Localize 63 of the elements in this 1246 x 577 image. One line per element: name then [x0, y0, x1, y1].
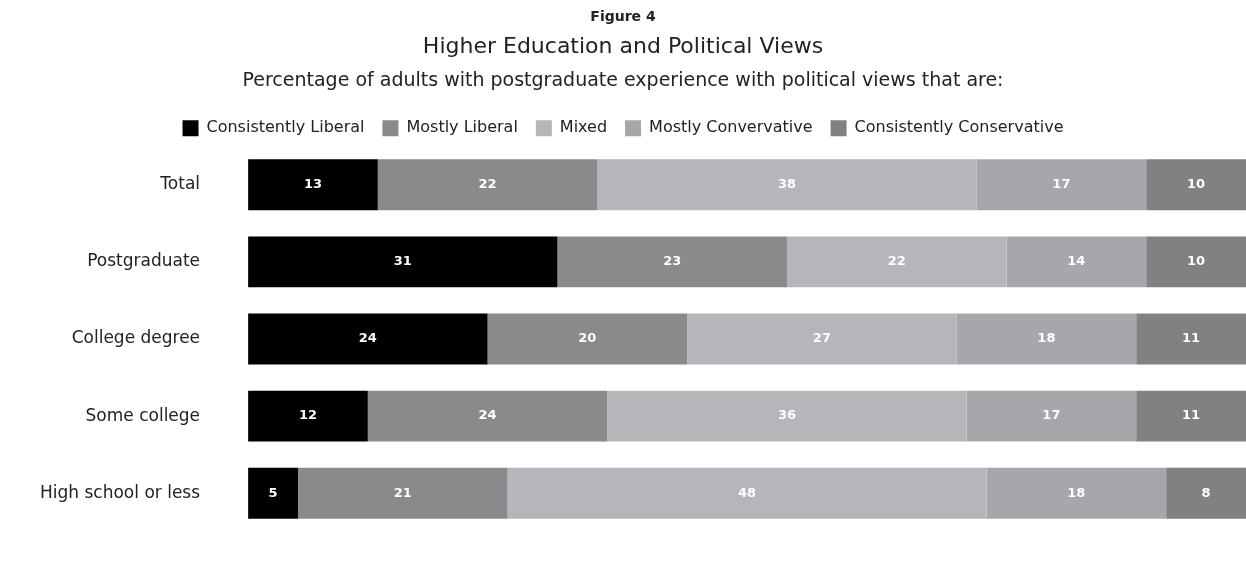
data-label: 5: [268, 484, 278, 500]
bar: [956, 313, 1137, 365]
data-label: 22: [478, 176, 497, 192]
bar: [786, 236, 1007, 288]
legend-label: Mixed: [559, 117, 608, 137]
bar: [377, 159, 598, 211]
data-label: 17: [1042, 407, 1061, 423]
bar: [248, 390, 368, 442]
bar: [248, 313, 488, 365]
data-label: 18: [1067, 484, 1086, 500]
bar: [248, 467, 298, 519]
data-label: 8: [1201, 484, 1211, 500]
data-label: 20: [578, 330, 597, 346]
bar: [1136, 390, 1246, 442]
data-label: 21: [393, 484, 412, 500]
data-label: 22: [887, 253, 906, 269]
bar: [557, 236, 787, 288]
bar: [966, 390, 1137, 442]
data-label: 36: [777, 407, 796, 423]
bar: [367, 390, 608, 442]
data-label: 24: [358, 330, 377, 346]
y-tick-label: Postgraduate: [87, 250, 201, 271]
caption: Figure 4: [589, 7, 657, 26]
bar: [1006, 236, 1147, 288]
y-tick-label: Some college: [85, 404, 201, 425]
data-label: 13: [303, 176, 322, 192]
chart-subtitle: Percentage of adults with postgraduate experience with political views that are:: [241, 67, 1005, 92]
legend-label: Mostly Liberal: [406, 117, 518, 137]
data-label: 17: [1052, 176, 1071, 192]
bar: [1146, 159, 1246, 211]
data-label: 12: [298, 407, 317, 423]
data-label: 24: [478, 407, 497, 423]
bar: [597, 159, 977, 211]
data-label: 10: [1187, 176, 1206, 192]
bar: [248, 236, 558, 288]
data-label: 11: [1182, 407, 1201, 423]
bar: [687, 313, 957, 365]
bar: [487, 313, 688, 365]
bar: [297, 467, 508, 519]
data-label: 14: [1067, 253, 1086, 269]
data-label: 27: [812, 330, 831, 346]
bar: [1146, 236, 1246, 288]
data-label: 10: [1187, 253, 1206, 269]
chart-title: Higher Education and Political Views: [421, 32, 825, 60]
bar: [976, 159, 1147, 211]
bar: [986, 467, 1167, 519]
data-label: 11: [1182, 330, 1201, 346]
bar: [1136, 313, 1246, 365]
legend-label: Consistently Liberal: [206, 117, 365, 137]
bar: [1166, 467, 1246, 519]
y-tick-label: High school or less: [39, 481, 201, 502]
bar: [248, 159, 378, 211]
legend-label: Mostly Convervative: [649, 117, 813, 137]
data-label: 31: [393, 253, 412, 269]
bar: [607, 390, 967, 442]
y-tick-label: Total: [159, 173, 201, 194]
data-label: 23: [663, 253, 682, 269]
data-label: 48: [737, 484, 757, 500]
data-label: 38: [777, 176, 796, 192]
y-tick-label: College degree: [71, 327, 201, 348]
data-label: 18: [1037, 330, 1056, 346]
bar: [507, 467, 987, 519]
legend-label: Consistently Conservative: [854, 117, 1064, 137]
